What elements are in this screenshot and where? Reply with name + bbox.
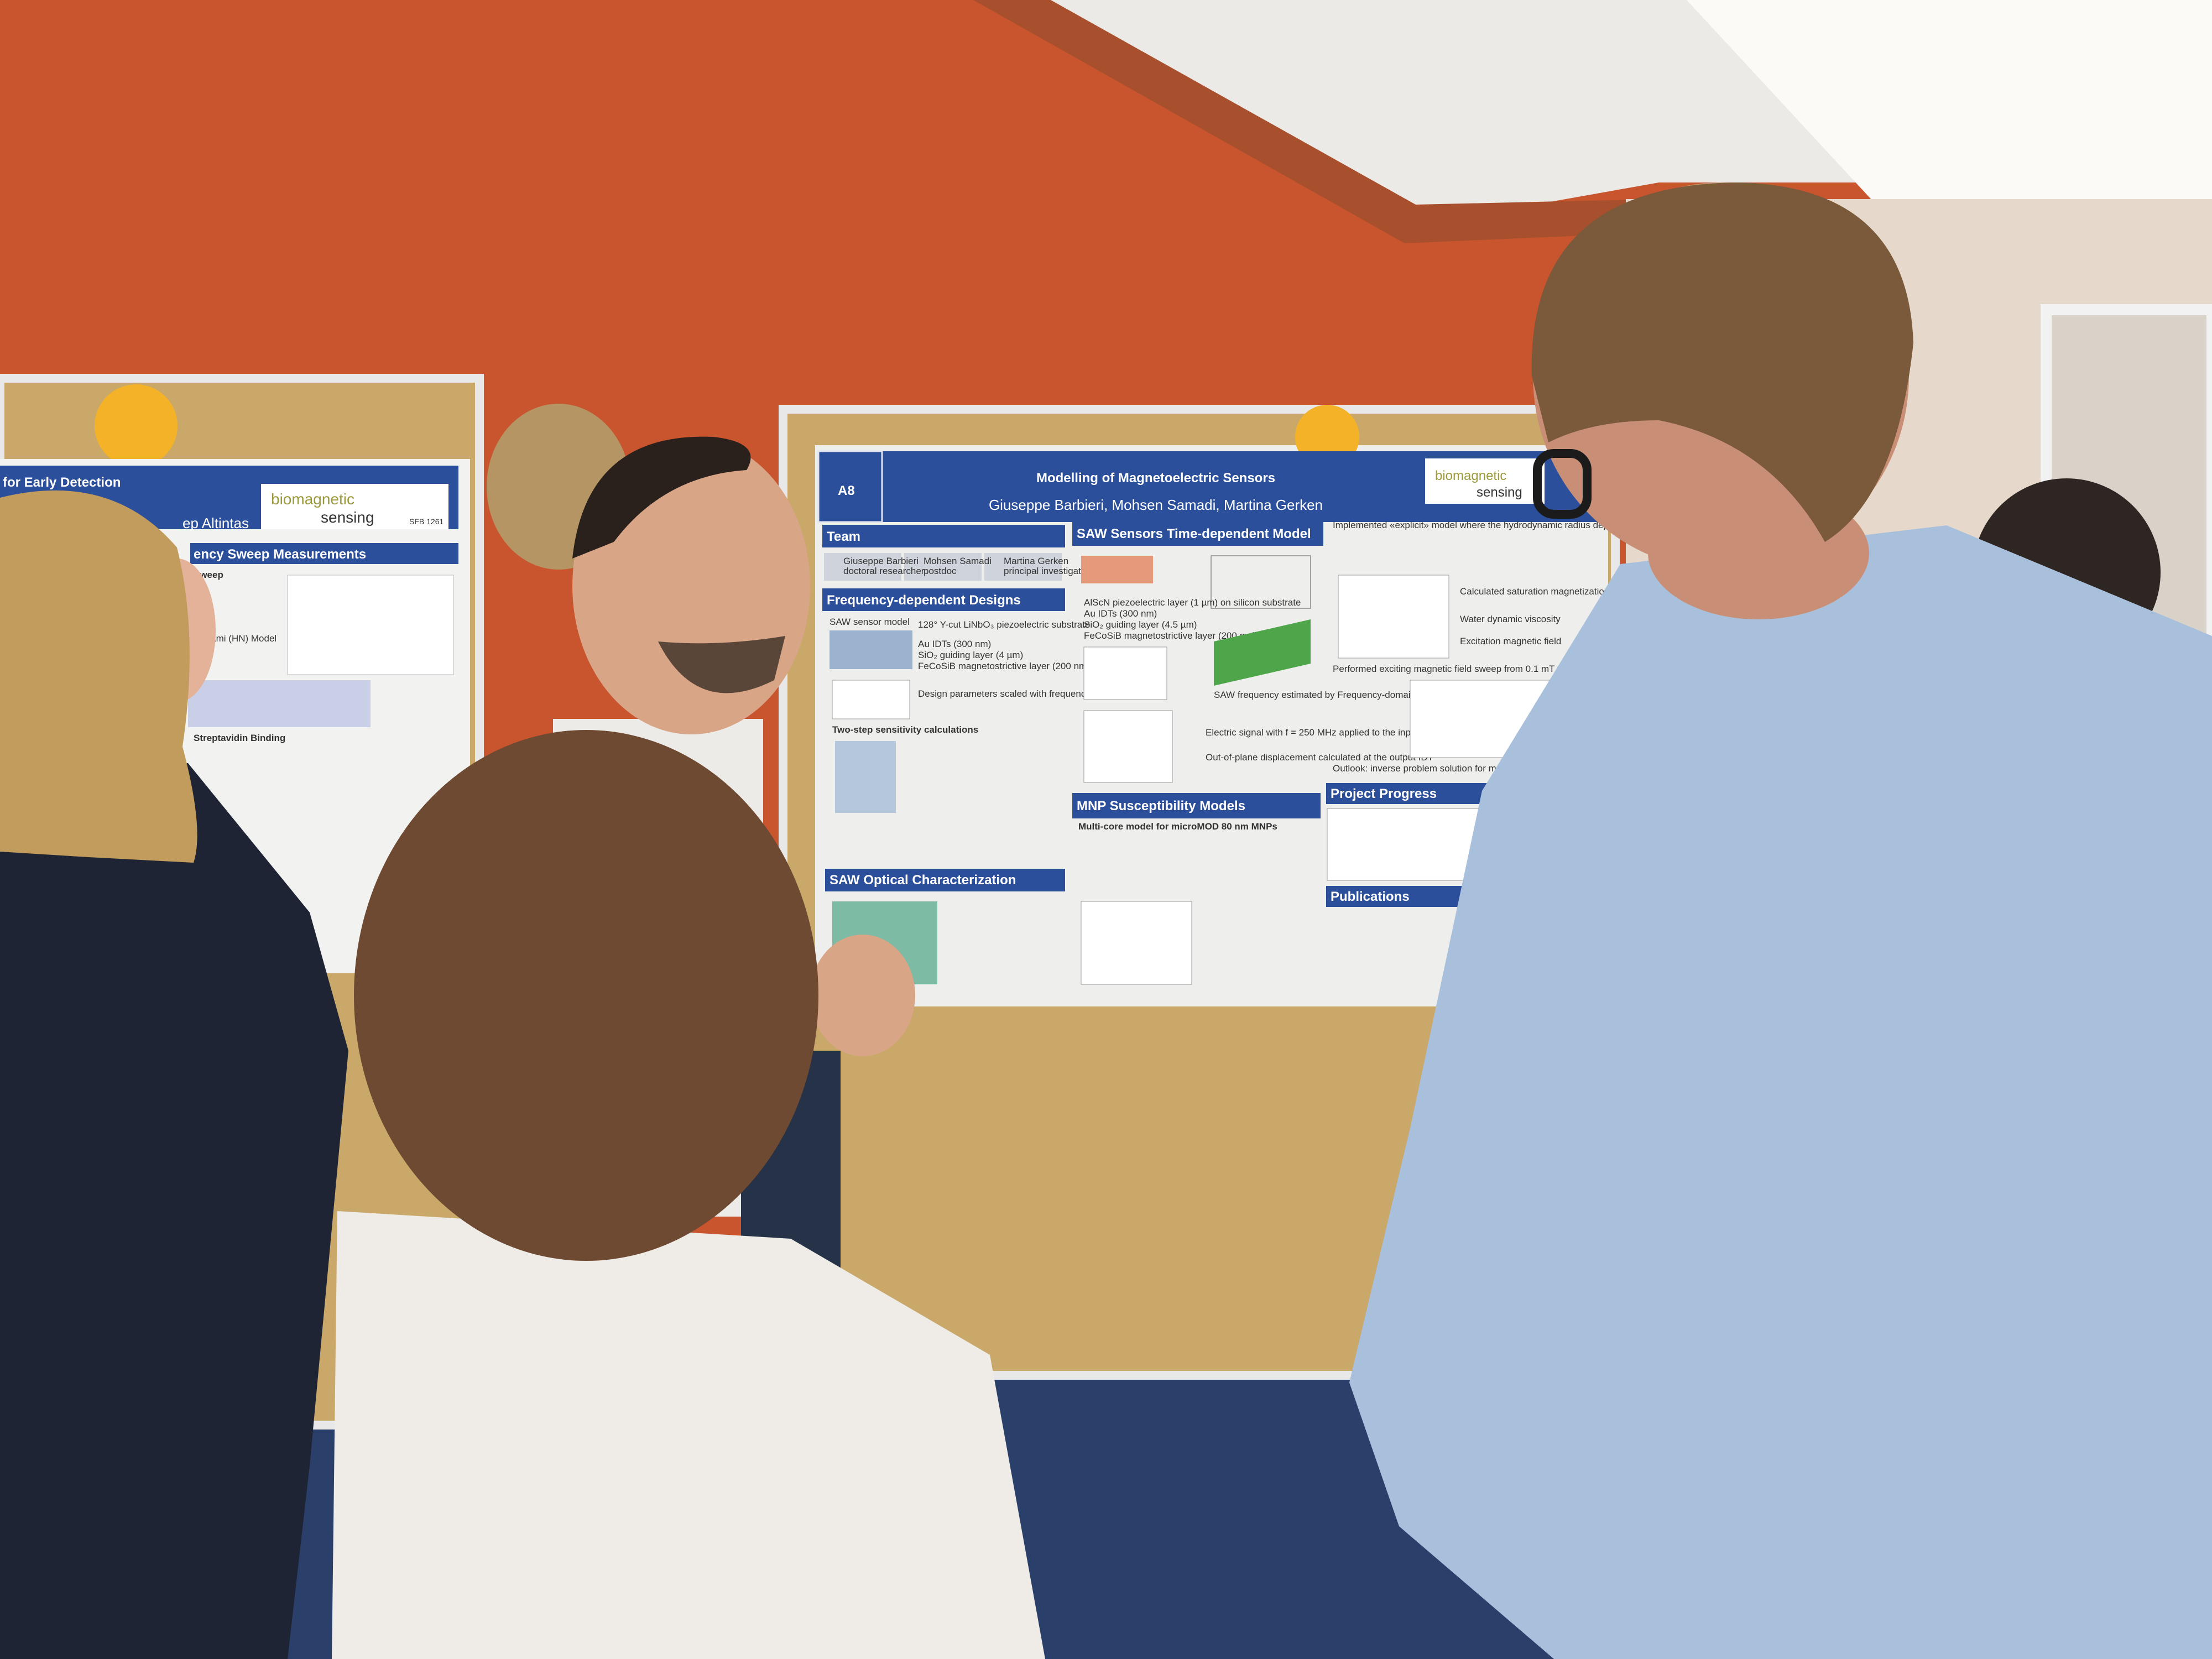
poster-title: Modelling of Magnetoelectric Sensors	[1036, 471, 1275, 486]
section-saw-time: SAW Sensors Time-dependent Model	[1077, 526, 1311, 541]
left-section-title: ency Sweep Measurements	[194, 547, 366, 562]
section-team: Team	[827, 529, 860, 544]
layer-figure	[1081, 556, 1153, 583]
section-header	[1326, 886, 1474, 907]
team-card	[984, 553, 1062, 581]
simulation-figure	[1214, 619, 1311, 686]
team-name: Mohsen Samadi	[924, 556, 992, 566]
freq-table	[832, 680, 910, 719]
section-header	[825, 869, 1065, 891]
poster-id: A8	[838, 483, 855, 498]
team-card	[824, 553, 901, 581]
time-signal-plot	[1083, 710, 1173, 783]
distribution-plot	[1081, 901, 1192, 985]
left-logo-code: SFB 1261	[409, 517, 444, 526]
poster-id-box	[817, 450, 883, 523]
poster-logo-line1: biomagnetic	[1435, 468, 1506, 483]
section-publications: Publications	[1331, 889, 1410, 904]
person-bald-man-beard	[658, 636, 785, 693]
person-blonde-woman-hair	[0, 490, 197, 863]
section-freq: Frequency-dependent Designs	[827, 593, 1021, 608]
poster-logo-line2: sensing	[1477, 485, 1522, 500]
team-role: principal investigator	[1004, 566, 1089, 576]
saw-text: AlScN piezoelectric layer (1 µm) on sili…	[1084, 597, 1301, 608]
freq-text: FeCoSiB magnetostrictive layer (200 nm)	[918, 661, 1090, 671]
section-header	[822, 588, 1065, 611]
susceptibility-plot	[1338, 575, 1449, 659]
freq-text: Two-step sensitivity calculations	[832, 724, 978, 735]
team-role: postdoc	[924, 566, 957, 576]
saw-text: Au IDTs (300 nm)	[1084, 608, 1157, 619]
pin	[95, 384, 178, 467]
person-brown-hair-woman-sweater	[332, 1211, 1045, 1659]
gantt-chart	[1327, 808, 1494, 881]
left-section-header	[190, 543, 458, 564]
freq-text: Au IDTs (300 nm)	[918, 639, 991, 649]
freq-text: Design parameters scaled with frequency	[918, 688, 1091, 699]
glasses-icon	[1533, 449, 1592, 519]
left-chart	[287, 575, 454, 675]
section-progress: Project Progress	[1331, 786, 1437, 801]
left-table	[188, 680, 371, 727]
team-card	[904, 553, 982, 581]
person-brown-hair-woman-hair	[354, 730, 818, 1261]
saw-text: SAW frequency estimated by Frequency-dom…	[1214, 690, 1465, 700]
freq-text: SAW sensor model	[830, 617, 910, 627]
person-bald-man-hair	[572, 436, 751, 559]
team-role: doctoral researcher	[843, 566, 925, 576]
left-sub3: Streptavidin Binding	[194, 733, 285, 743]
person-tall-man-shirt	[1349, 525, 2212, 1659]
frequency-plot	[1083, 646, 1167, 700]
saw-text: FeCoSiB magnetostrictive layer (200 nm)	[1084, 630, 1256, 641]
right-text: Performed exciting magnetic field sweep …	[1333, 664, 1589, 674]
right-text: Water dynamic viscosity	[1460, 614, 1561, 624]
poster-authors: Giuseppe Barbieri, Mohsen Samadi, Martin…	[989, 497, 1323, 513]
saw-text: Out-of-plane displacement calculated at …	[1206, 752, 1433, 763]
left-poster-title: for Early Detection	[3, 475, 121, 490]
person-bald-man-hands	[810, 935, 915, 1056]
idt-mesh-figure	[1211, 555, 1311, 609]
left-logo-text: biomagnetic	[271, 491, 354, 508]
left-poster-authors: ep Altintas	[182, 515, 249, 531]
freq-text: 128° Y-cut LiNbO₃ piezoelectric substrat…	[918, 619, 1090, 630]
mnp-text: Multi-core model for microMOD 80 nm MNPs	[1078, 821, 1277, 832]
saw-text: SiO₂ guiding layer (4.5 µm)	[1084, 619, 1197, 630]
team-name: Giuseppe Barbieri	[843, 556, 919, 566]
section-optical: SAW Optical Characterization	[830, 873, 1016, 888]
section-header	[1326, 783, 1503, 804]
poster-logo	[1425, 458, 1545, 504]
section-header	[822, 525, 1065, 547]
right-text: Excitation magnetic field	[1460, 636, 1561, 646]
left-logo	[261, 484, 448, 529]
left-logo-text-2: sensing	[321, 509, 374, 526]
sensitivity-figure	[835, 741, 896, 813]
person-blonde-woman-jacket	[0, 763, 348, 1659]
ceiling-beam	[973, 0, 1659, 243]
section-header	[1072, 522, 1323, 546]
saw-text: Electric signal with f = 250 MHz applied…	[1206, 727, 1436, 738]
freq-text: SiO₂ guiding layer (4 µm)	[918, 650, 1023, 660]
team-name: Martina Gerken	[1004, 556, 1068, 566]
person-tall-man-hair	[1531, 182, 1913, 542]
section-mnp: MNP Susceptibility Models	[1077, 799, 1245, 813]
saw-model-figure	[830, 630, 912, 669]
section-header	[1072, 793, 1321, 818]
